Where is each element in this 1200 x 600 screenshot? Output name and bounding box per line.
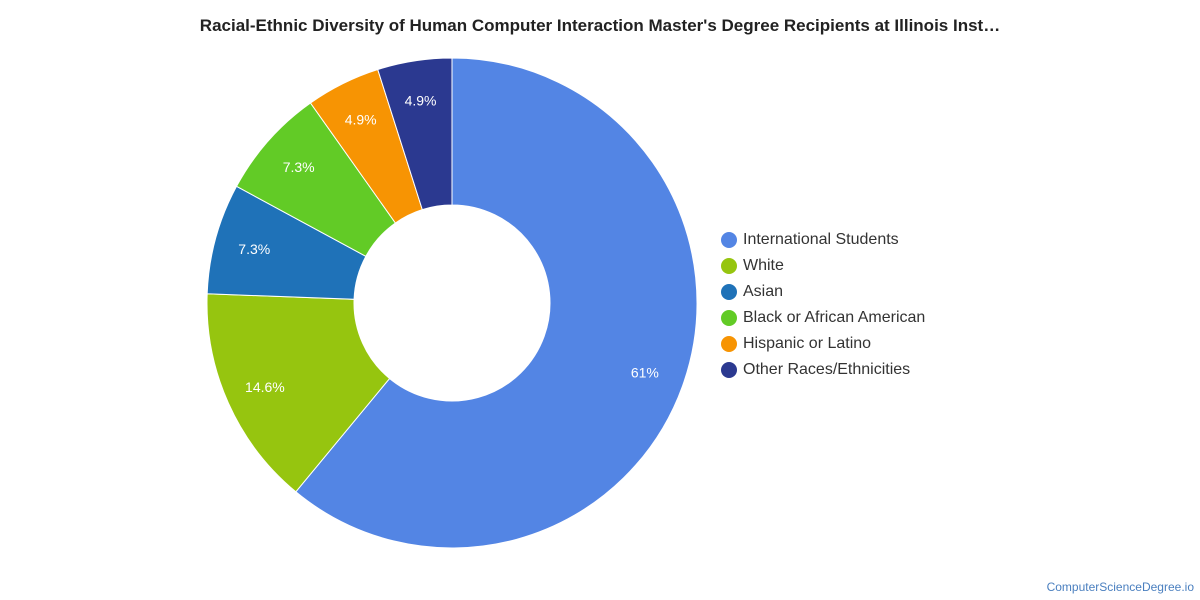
slice-label-3: 7.3%	[283, 159, 315, 175]
slice-label-5: 4.9%	[405, 92, 437, 108]
slice-label-1: 14.6%	[245, 379, 285, 395]
chart-title: Racial-Ethnic Diversity of Human Compute…	[199, 16, 1001, 35]
legend-label: Other Races/Ethnicities	[743, 361, 911, 378]
legend-label: International Students	[743, 231, 899, 248]
slice-label-2: 7.3%	[238, 241, 270, 257]
legend-item-3[interactable]: Black or African American	[721, 305, 925, 331]
labels-group: 61% 14.6% 7.3% 7.3% 4.9% 4.9%	[238, 92, 659, 394]
legend-item-2[interactable]: Asian	[721, 279, 925, 305]
slice-label-4: 4.9%	[345, 111, 377, 127]
legend-item-4[interactable]: Hispanic or Latino	[721, 331, 925, 357]
source-link[interactable]: ComputerScienceDegree.io	[1046, 580, 1194, 594]
legend-swatch-icon	[721, 232, 737, 248]
legend-swatch-icon	[721, 336, 737, 352]
slice-5[interactable]	[377, 57, 453, 211]
legend: International Students White Asian Black or…	[721, 227, 925, 383]
legend-swatch-icon	[721, 310, 737, 326]
legend-swatch-icon	[721, 284, 737, 300]
legend-swatch-icon	[721, 362, 737, 378]
slice-label-0: 61%	[631, 364, 659, 380]
slice-1[interactable]	[206, 293, 391, 493]
legend-item-5[interactable]: Other Races/Ethnicities	[721, 357, 925, 383]
legend-item-0[interactable]: International Students	[721, 227, 925, 253]
legend-label: Black or African American	[743, 309, 926, 326]
legend-item-1[interactable]: White	[721, 253, 925, 279]
slices-group	[206, 57, 698, 549]
legend-swatch-icon	[721, 258, 737, 274]
legend-label: Asian	[743, 283, 784, 300]
slice-0[interactable]	[295, 57, 698, 549]
legend-label: White	[743, 257, 784, 274]
legend-label: Hispanic or Latino	[743, 335, 872, 352]
